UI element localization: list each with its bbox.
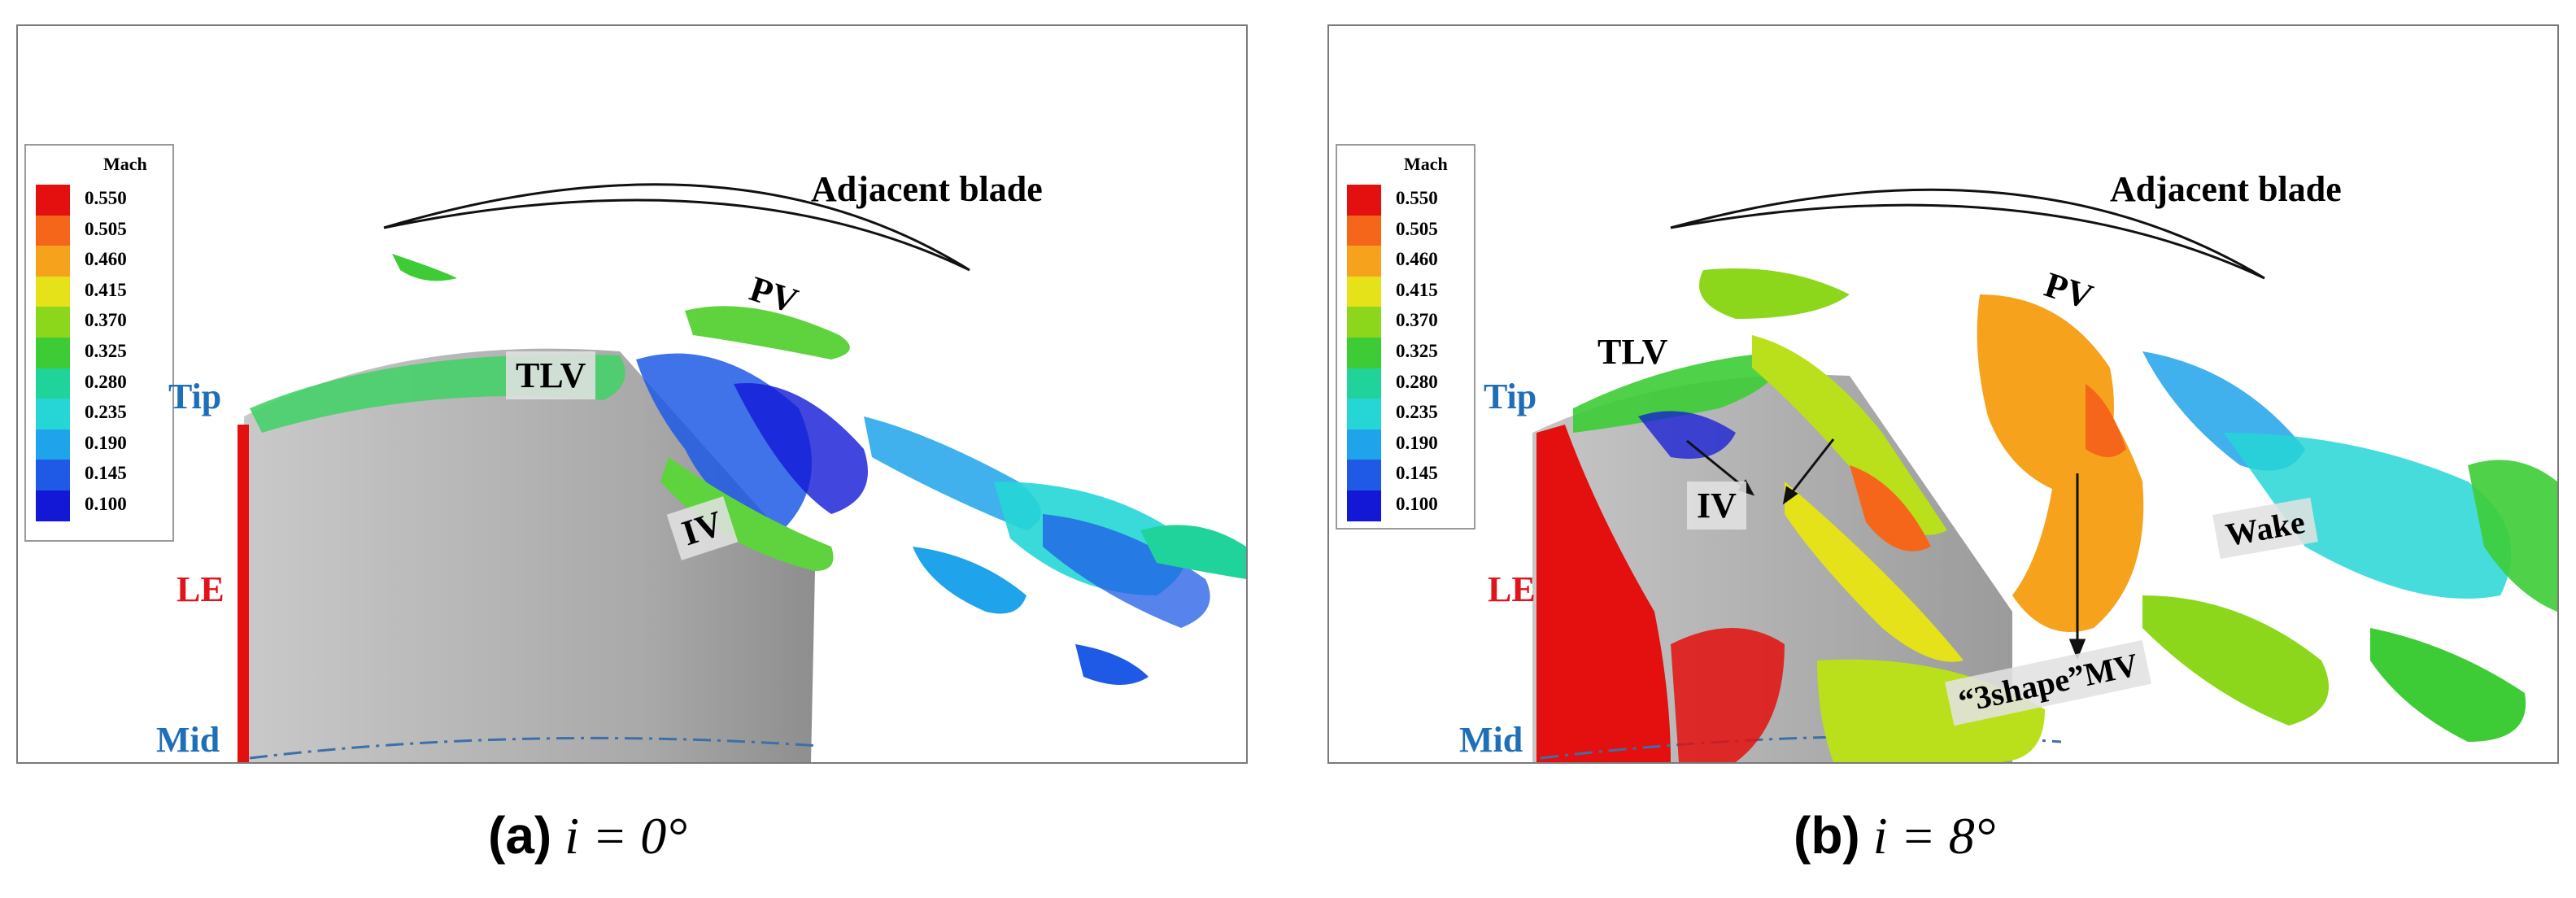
le-label-a: LE bbox=[177, 569, 224, 609]
figure-panel-b: Mach 0.550 0.505 0.460 0.415 0.370 0.325 0.280… bbox=[1327, 24, 2559, 764]
legend-swatch bbox=[36, 215, 70, 246]
caption-a-letter: (a) bbox=[488, 806, 552, 865]
legend-tick-label: 0.235 bbox=[85, 402, 127, 423]
legend-tick-label: 0.505 bbox=[1396, 218, 1438, 239]
legend-swatch bbox=[1347, 429, 1381, 460]
legend-swatch bbox=[1347, 338, 1381, 368]
vortex-scene-a bbox=[238, 183, 1246, 762]
legend-tick-label: 0.415 bbox=[1396, 279, 1438, 300]
legend-tick-label: 0.370 bbox=[1396, 310, 1438, 331]
legend-swatch bbox=[1347, 490, 1381, 521]
legend-swatch bbox=[1347, 276, 1381, 307]
colorbar-legend-a: Mach 0.550 0.505 0.460 0.415 0.370 0.325 0.280… bbox=[24, 144, 174, 542]
legend-tick-label: 0.235 bbox=[1396, 402, 1438, 423]
legend-tick-label: 0.550 bbox=[85, 188, 127, 208]
adjacent-blade-outline-a bbox=[383, 183, 970, 272]
mid-span-line-a bbox=[249, 736, 820, 760]
colorbar-legend-b: Mach 0.550 0.505 0.460 0.415 0.370 0.325 0.280… bbox=[1336, 144, 1475, 530]
legend-tick-label: 0.460 bbox=[1396, 249, 1438, 270]
legend-swatch bbox=[36, 368, 70, 399]
caption-b: (b) i = 8° bbox=[1794, 805, 1995, 866]
legend-swatch bbox=[36, 246, 70, 277]
legend-tick-label: 0.460 bbox=[85, 249, 127, 270]
legend-swatch bbox=[36, 399, 70, 429]
legend-tick-label: 0.100 bbox=[85, 494, 127, 514]
iv-label-b: IV bbox=[1687, 482, 1746, 530]
legend-swatch bbox=[1347, 246, 1381, 277]
legend-swatch bbox=[1347, 368, 1381, 399]
adjacent-blade-outline-b bbox=[1670, 188, 2265, 280]
caption-a: (a) i = 0° bbox=[488, 805, 687, 866]
legend-swatch bbox=[36, 490, 70, 521]
caption-b-formula: i = 8° bbox=[1872, 807, 1996, 865]
legend-tick-label: 0.190 bbox=[85, 432, 127, 453]
legend-swatch bbox=[36, 276, 70, 307]
legend-swatch bbox=[36, 429, 70, 460]
legend-tick-label: 0.550 bbox=[1396, 188, 1438, 208]
legend-tick-label: 0.190 bbox=[1396, 432, 1438, 453]
legend-tick-label: 0.505 bbox=[85, 218, 127, 239]
legend-tick-label: 0.280 bbox=[85, 371, 127, 392]
legend-swatch bbox=[1347, 399, 1381, 429]
mid-label-a: Mid bbox=[156, 720, 220, 760]
legend-swatch bbox=[36, 338, 70, 368]
legend-tick-label: 0.325 bbox=[85, 341, 127, 361]
leading-edge-line-a bbox=[238, 425, 249, 762]
legend-tick-label: 0.145 bbox=[85, 463, 127, 484]
legend-swatch bbox=[1347, 307, 1381, 338]
legend-swatch bbox=[36, 460, 70, 490]
legend-tick-label: 0.145 bbox=[1396, 463, 1438, 484]
figure-panel-a: Mach 0.550 0.505 0.460 0.415 0.370 0.325 0.280… bbox=[16, 24, 1248, 764]
legend-title-b: Mach bbox=[1404, 154, 1448, 174]
legend-tick-label: 0.415 bbox=[85, 279, 127, 300]
leading-edge-region-b bbox=[1536, 425, 1671, 762]
mid-label-b: Mid bbox=[1459, 720, 1523, 760]
legend-tick-label: 0.325 bbox=[1396, 341, 1438, 361]
adjacent-blade-label-b: Adjacent blade bbox=[2110, 169, 2342, 209]
tlv-label-b: TLV bbox=[1597, 332, 1668, 372]
legend-swatch bbox=[1347, 185, 1381, 216]
blade-surface-a bbox=[244, 348, 815, 762]
legend-title-a: Mach bbox=[103, 154, 147, 174]
legend-tick-label: 0.100 bbox=[1396, 494, 1438, 514]
tip-label-b: Tip bbox=[1484, 377, 1537, 416]
legend-swatch bbox=[36, 307, 70, 338]
vortex-structures-a bbox=[250, 254, 1246, 685]
tlv-label-a: TLV bbox=[506, 351, 596, 399]
legend-swatch bbox=[36, 185, 70, 216]
le-label-b: LE bbox=[1488, 569, 1536, 609]
adjacent-blade-label-a: Adjacent blade bbox=[811, 169, 1043, 209]
tip-label-a: Tip bbox=[168, 377, 222, 416]
legend-tick-label: 0.370 bbox=[85, 310, 127, 331]
legend-swatch bbox=[1347, 460, 1381, 490]
legend-swatch bbox=[1347, 215, 1381, 246]
caption-a-formula: i = 0° bbox=[564, 807, 687, 865]
legend-tick-label: 0.280 bbox=[1396, 371, 1438, 392]
caption-b-letter: (b) bbox=[1794, 806, 1860, 865]
